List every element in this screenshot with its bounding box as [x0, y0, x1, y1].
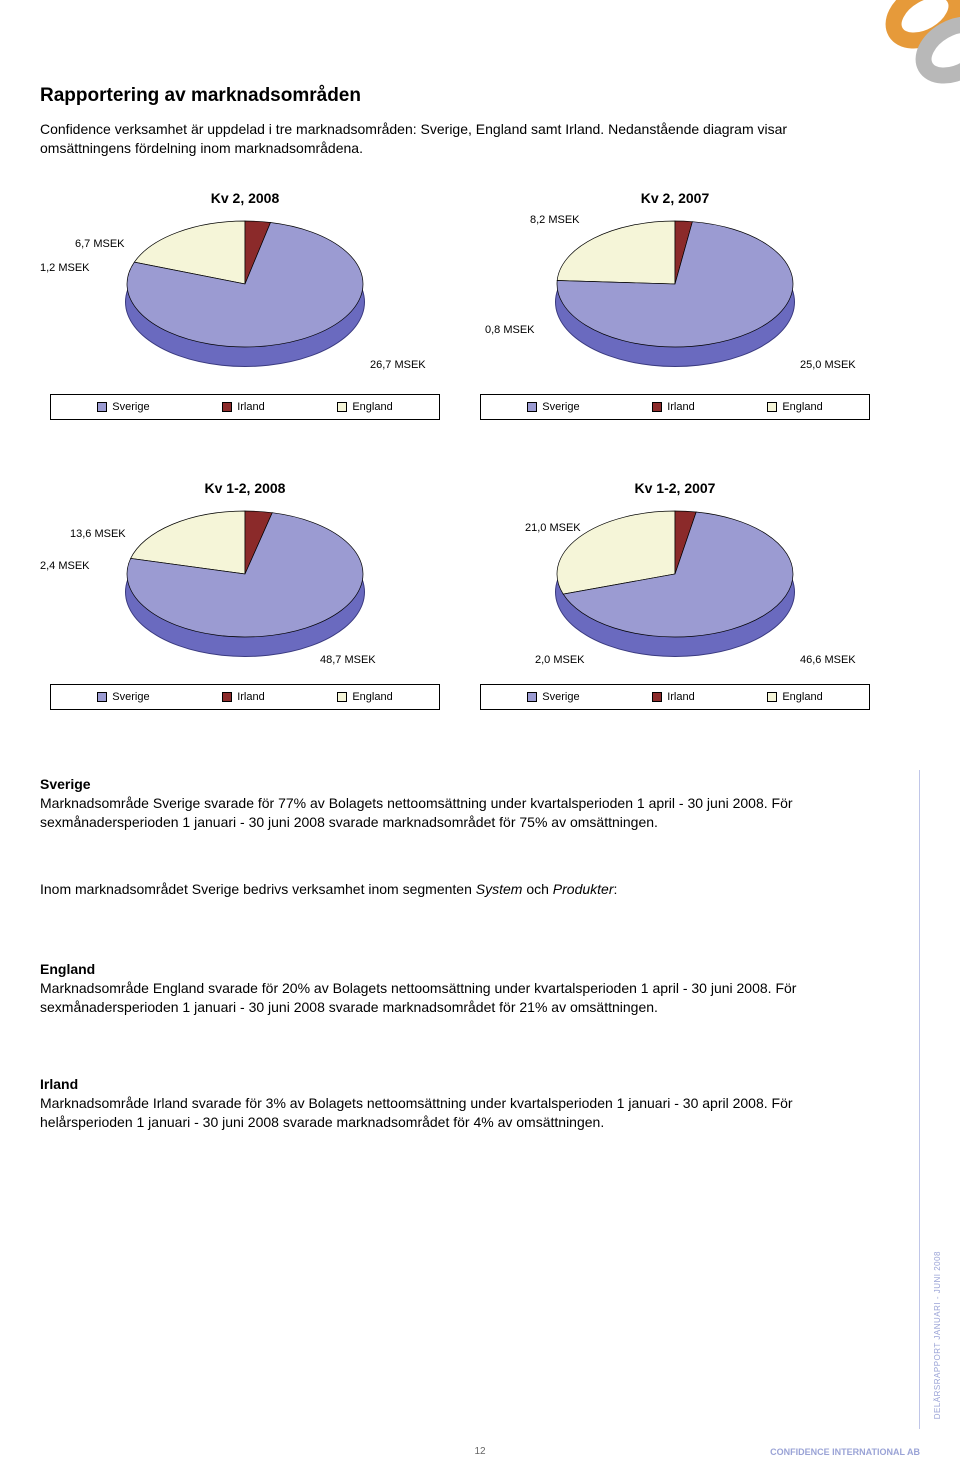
chart-kv12_2008: Kv 1-2, 2008 48,7 MSEK2,4 MSEK13,6 MSEK …: [40, 480, 450, 710]
chart-area: 46,6 MSEK 2,0 MSEK 21,0 MSEK: [470, 504, 880, 674]
chart-value-label: 8,2 MSEK: [530, 214, 580, 226]
page-number: 12: [474, 1446, 485, 1457]
legend-item-irland: Irland: [222, 691, 265, 703]
chart-legend: Sverige Irland England: [50, 394, 440, 420]
section-sverige: Sverige Marknadsområde Sverige svarade f…: [40, 775, 870, 832]
chart-value-label: 46,6 MSEK: [800, 654, 856, 666]
chart-value-label: 6,7 MSEK: [75, 238, 125, 250]
pie-svg: [555, 219, 795, 349]
legend-item-irland: Irland: [222, 401, 265, 413]
chart-value-label: 2,0 MSEK: [535, 654, 585, 666]
section-england: England Marknadsområde England svarade f…: [40, 960, 870, 1017]
intro-paragraph: Confidence verksamhet är uppdelad i tre …: [40, 120, 870, 158]
side-label: DELÅRSRAPPORT JANUARI - JUNI 2008: [933, 1251, 942, 1419]
legend-item-sverige: Sverige: [527, 691, 579, 703]
body-england: Marknadsområde England svarade för 20% a…: [40, 980, 796, 1015]
legend-item-irland: Irland: [652, 691, 695, 703]
chart-kv12_2007: Kv 1-2, 2007 46,6 MSEK2,0 MSEK21,0 MSEK …: [470, 480, 880, 710]
legend-item-england: England: [767, 401, 822, 413]
legend-item-sverige: Sverige: [527, 401, 579, 413]
chart-title: Kv 1-2, 2008: [40, 480, 450, 496]
chart-legend: Sverige Irland England: [50, 684, 440, 710]
chart-value-label: 21,0 MSEK: [525, 522, 581, 534]
chart-value-label: 0,8 MSEK: [485, 324, 535, 336]
chart-value-label: 25,0 MSEK: [800, 359, 856, 371]
body-sverige: Marknadsområde Sverige svarade för 77% a…: [40, 795, 793, 830]
legend-item-england: England: [337, 691, 392, 703]
legend-item-sverige: Sverige: [97, 401, 149, 413]
pie-svg: [555, 509, 795, 639]
chart-area: 26,7 MSEK 1,2 MSEK 6,7 MSEK: [40, 214, 450, 384]
chart-legend: Sverige Irland England: [480, 394, 870, 420]
right-vertical-rule: [919, 770, 920, 1429]
heading-sverige: Sverige: [40, 776, 91, 792]
chart-value-label: 26,7 MSEK: [370, 359, 426, 371]
chart-value-label: 13,6 MSEK: [70, 528, 126, 540]
chart-value-label: 1,2 MSEK: [40, 262, 90, 274]
chart-title: Kv 2, 2007: [470, 190, 880, 206]
chart-area: 48,7 MSEK 2,4 MSEK 13,6 MSEK: [40, 504, 450, 674]
chart-title: Kv 2, 2008: [40, 190, 450, 206]
legend-item-england: England: [337, 401, 392, 413]
body-irland: Marknadsområde Irland svarade för 3% av …: [40, 1095, 793, 1130]
chart-value-label: 48,7 MSEK: [320, 654, 376, 666]
chart-kv2_2008: Kv 2, 2008 26,7 MSEK 1,2 MSEK 6,7 MSEK Sve…: [40, 190, 450, 420]
pie-svg: [125, 219, 365, 349]
legend-item-irland: Irland: [652, 401, 695, 413]
section-irland: Irland Marknadsområde Irland svarade för…: [40, 1075, 870, 1132]
heading-england: England: [40, 961, 95, 977]
chart-title: Kv 1-2, 2007: [470, 480, 880, 496]
chain-link-decor: [830, 0, 960, 120]
chart-kv2_2007: Kv 2, 2007 25,0 MSEK 0,8 MSEK 8,2 MSEK Sve…: [470, 190, 880, 420]
heading-irland: Irland: [40, 1076, 78, 1092]
chart-area: 25,0 MSEK 0,8 MSEK 8,2 MSEK: [470, 214, 880, 384]
section-system: Inom marknadsområdet Sverige bedrivs ver…: [40, 880, 870, 899]
pie-svg: [125, 509, 365, 639]
footer-company: CONFIDENCE INTERNATIONAL AB: [770, 1447, 920, 1457]
chart-legend: Sverige Irland England: [480, 684, 870, 710]
page-title: Rapportering av marknadsområden: [40, 85, 361, 107]
chart-value-label: 2,4 MSEK: [40, 560, 90, 572]
legend-item-england: England: [767, 691, 822, 703]
legend-item-sverige: Sverige: [97, 691, 149, 703]
